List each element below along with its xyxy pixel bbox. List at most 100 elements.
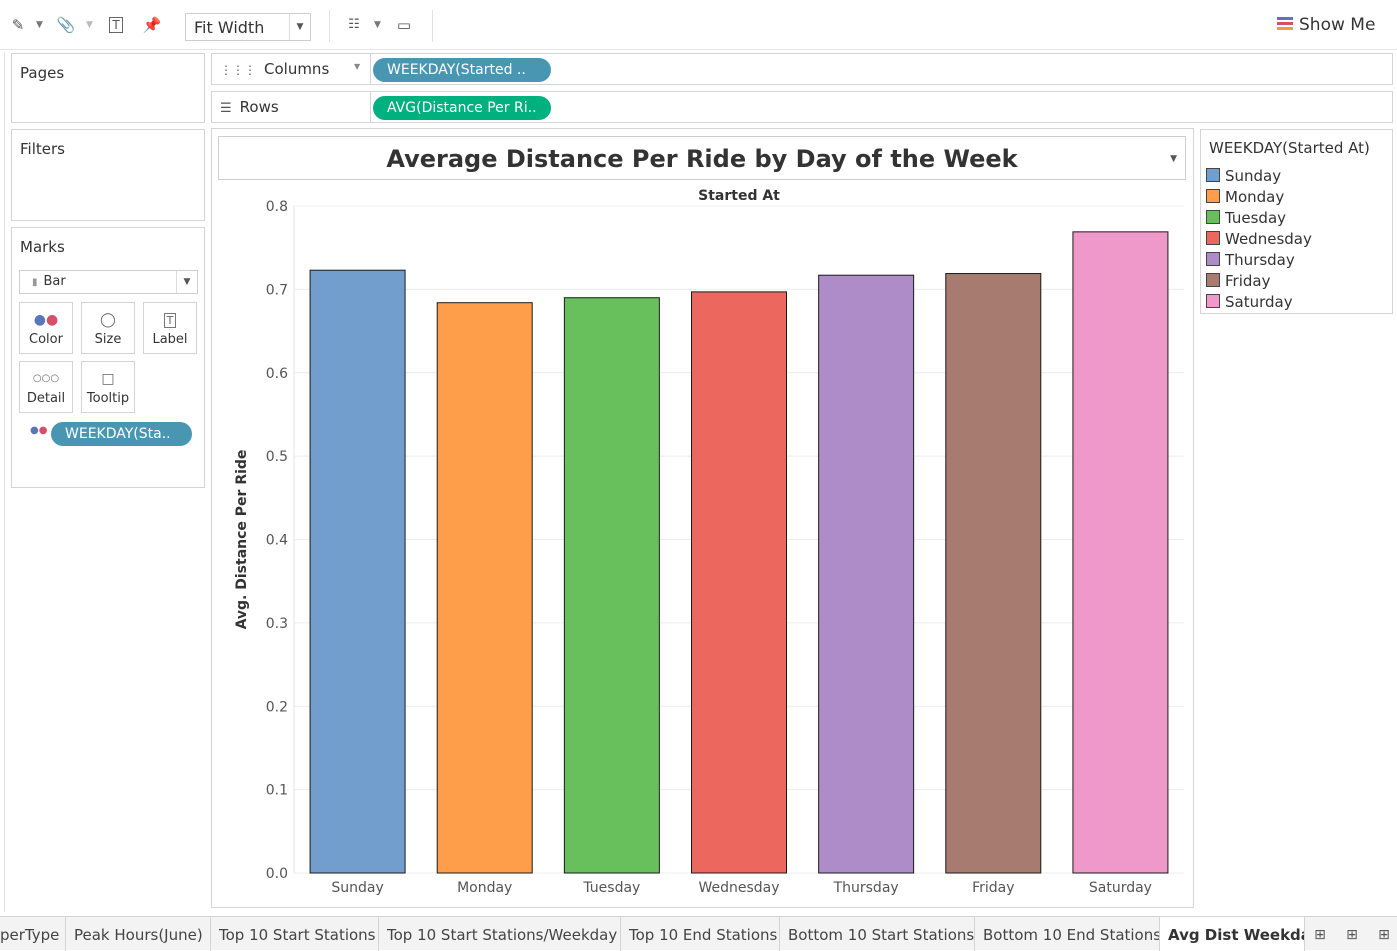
tab-usertype[interactable]: perType (0, 917, 66, 951)
legend-swatch (1206, 294, 1220, 308)
x-tick-label: Wednesday (698, 880, 779, 896)
tab-label: Top 10 Start Stations (219, 926, 376, 944)
marks-pane: Marks ▮ Bar ▼ ●● Color ◯ Size T Label ○○○… (11, 227, 205, 488)
legend-item-tuesday[interactable]: Tuesday (1206, 208, 1286, 229)
filters-pane[interactable]: Filters (11, 129, 205, 221)
bar-chart-icon: ▮ (32, 277, 38, 288)
show-cards-icon[interactable]: ☷ (348, 17, 360, 32)
tab-avg-dist-weekday[interactable]: Avg Dist Weekday (1160, 917, 1305, 951)
marks-title: Marks (20, 238, 65, 256)
y-tick-label: 0.5 (266, 449, 288, 465)
legend-item-friday[interactable]: Friday (1206, 271, 1270, 292)
tab-bottom-10-end[interactable]: Bottom 10 End Stations (975, 917, 1160, 951)
paperclip-icon[interactable]: 📎 (56, 16, 76, 34)
y-tick-label: 0.4 (266, 533, 288, 549)
legend-swatch (1206, 168, 1220, 182)
color-legend[interactable]: WEEKDAY(Started At) Sunday Monday Tuesda… (1200, 129, 1393, 314)
left-edge-strip (0, 52, 5, 912)
tab-label: Bottom 10 Start Stations (788, 926, 975, 944)
paperclip-dropdown-icon[interactable]: ▼ (86, 20, 93, 30)
mark-type-select[interactable]: ▮ Bar ▼ (19, 270, 198, 294)
new-story-icon[interactable]: ⊞ (1378, 927, 1390, 943)
bar-friday (945, 273, 1042, 874)
rows-pill[interactable]: AVG(Distance Per Ri.. (373, 96, 551, 120)
size-circles-icon: ◯ (100, 312, 116, 328)
legend-item-label: Monday (1225, 188, 1285, 206)
sheet-tab-bar: perType Peak Hours(June) Top 10 Start St… (0, 916, 1397, 951)
size-label: Size (94, 332, 122, 347)
label-button[interactable]: T Label (143, 302, 197, 354)
filters-title: Filters (20, 140, 65, 158)
label-label: Label (152, 332, 188, 347)
tab-label: Top 10 End Stations (629, 926, 778, 944)
legend-item-wednesday[interactable]: Wednesday (1206, 229, 1312, 250)
title-menu-chevron-icon[interactable]: ▼ (1170, 154, 1177, 164)
rows-pill-label: AVG(Distance Per Ri.. (387, 100, 537, 116)
bar-saturday (1072, 231, 1169, 874)
columns-pill[interactable]: WEEKDAY(Started .. (373, 58, 551, 82)
highlight-pen-dropdown-icon[interactable]: ▼ (36, 20, 43, 30)
tab-top-10-end[interactable]: Top 10 End Stations (621, 917, 780, 951)
pages-pane[interactable]: Pages (11, 53, 205, 123)
legend-item-sunday[interactable]: Sunday (1206, 166, 1281, 187)
pin-icon[interactable]: 📌 (142, 16, 162, 34)
tab-label: perType (0, 926, 60, 944)
columns-shelf[interactable]: ⋮⋮⋮ Columns ▼ WEEKDAY(Started .. (211, 53, 1393, 85)
color-field-pill-label: WEEKDAY(Sta.. (65, 426, 171, 442)
chevron-down-icon: ▼ (176, 271, 197, 293)
tab-label: Top 10 Start Stations/Weekday (387, 926, 618, 944)
chevron-down-icon[interactable]: ▼ (354, 62, 361, 71)
legend-item-label: Thursday (1225, 251, 1295, 269)
x-tick-label: Sunday (331, 880, 383, 896)
presentation-mode-icon[interactable]: ▭ (396, 16, 412, 34)
fit-width-value: Fit Width (194, 18, 265, 37)
tab-top-10-start[interactable]: Top 10 Start Stations (211, 917, 379, 951)
tab-label: Peak Hours(June) (74, 926, 203, 944)
color-field-pill[interactable]: WEEKDAY(Sta.. (51, 422, 192, 446)
x-tick-label: Tuesday (582, 880, 640, 896)
color-button[interactable]: ●● Color (19, 302, 73, 354)
new-dashboard-icon[interactable]: ⊞ (1346, 927, 1358, 943)
y-tick-label: 0.7 (266, 282, 288, 298)
tab-label: Bottom 10 End Stations (983, 926, 1160, 944)
legend-swatch (1206, 210, 1220, 224)
size-button[interactable]: ◯ Size (81, 302, 135, 354)
legend-item-saturday[interactable]: Saturday (1206, 292, 1293, 313)
highlight-pen-icon[interactable]: ✎ (11, 16, 25, 34)
y-tick-label: 0.0 (266, 866, 288, 882)
x-tick-label: Thursday (833, 880, 899, 896)
y-tick-label: 0.1 (266, 783, 288, 799)
legend-item-thursday[interactable]: Thursday (1206, 250, 1295, 271)
rows-shelf[interactable]: ☰ Rows AVG(Distance Per Ri.. (211, 91, 1393, 123)
rows-label-text: Rows (239, 98, 279, 116)
tab-bottom-10-start[interactable]: Bottom 10 Start Stations (780, 917, 975, 951)
y-tick-label: 0.6 (266, 366, 288, 382)
y-tick-label: 0.2 (266, 699, 288, 715)
fit-width-select[interactable]: Fit Width ▼ (185, 13, 311, 41)
show-me-icon (1277, 17, 1293, 31)
pages-title: Pages (20, 64, 65, 82)
tooltip-button[interactable]: □ Tooltip (81, 361, 135, 413)
legend-item-label: Sunday (1225, 167, 1282, 185)
chart-title-box[interactable]: Average Distance Per Ride by Day of the … (218, 136, 1186, 180)
bar-monday (436, 302, 533, 874)
chart-title: Average Distance Per Ride by Day of the … (386, 145, 1018, 173)
toolbar-divider (329, 10, 330, 42)
show-cards-dropdown-icon[interactable]: ▼ (374, 20, 381, 30)
columns-pill-label: WEEKDAY(Started .. (387, 62, 526, 78)
chevron-down-icon: ▼ (289, 14, 310, 40)
tab-top-10-start-weekday[interactable]: Top 10 Start Stations/Weekday (379, 917, 621, 951)
legend-item-monday[interactable]: Monday (1206, 187, 1284, 208)
new-worksheet-icon[interactable]: ⊞ (1314, 927, 1326, 943)
bar-tuesday (563, 297, 660, 874)
text-box-icon[interactable]: T (106, 15, 126, 35)
detail-dots-icon: ○○○ (32, 373, 60, 384)
legend-swatch (1206, 189, 1220, 203)
color-label: Color (29, 332, 63, 347)
color-dots-icon: ●● (33, 312, 59, 328)
show-me-button[interactable]: Show Me (1277, 15, 1375, 35)
detail-button[interactable]: ○○○ Detail (19, 361, 73, 413)
tab-label: Avg Dist Weekday (1168, 926, 1304, 944)
tab-peak-hours[interactable]: Peak Hours(June) (66, 917, 211, 951)
